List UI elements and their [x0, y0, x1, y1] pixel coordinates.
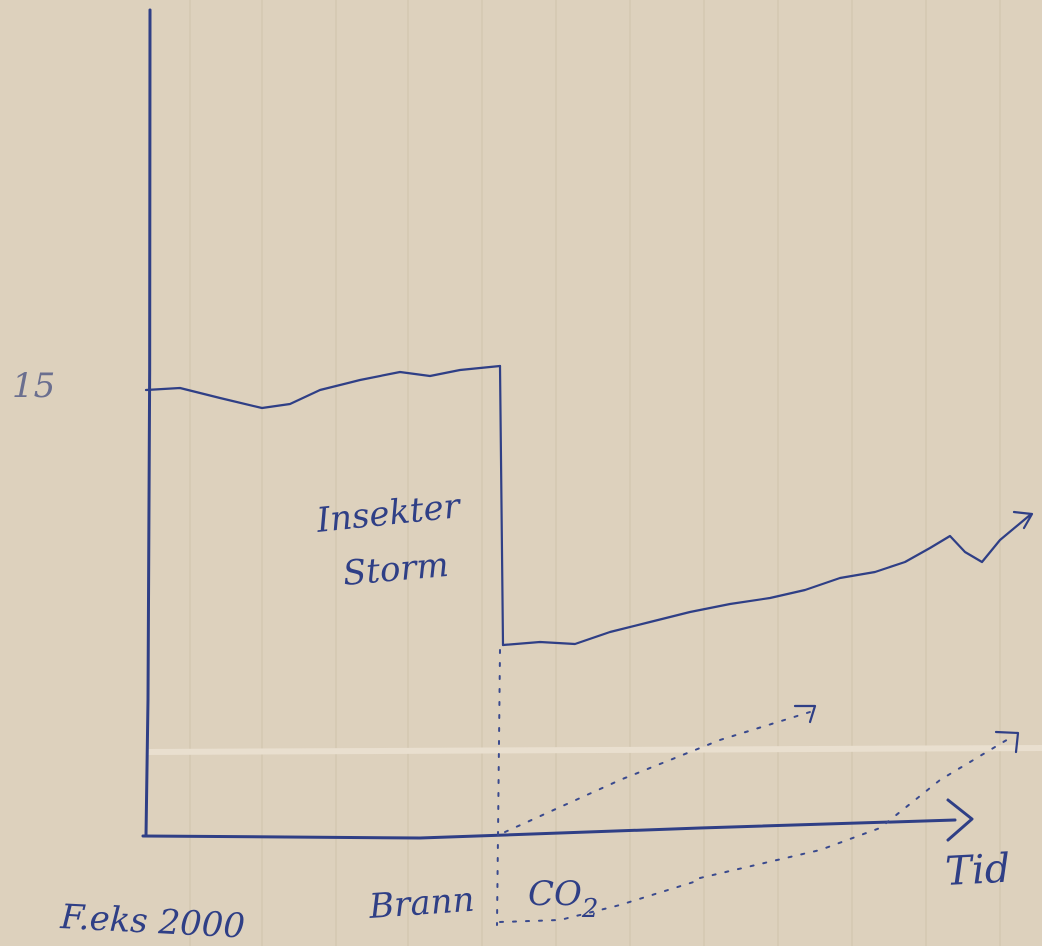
x-axis-label: Tid — [944, 846, 1011, 895]
x-axis-line — [141, 818, 957, 840]
disturbance-drop-line — [498, 364, 505, 647]
scenario-arrow-co2 — [499, 879, 701, 923]
x-axis-arrowhead — [946, 798, 974, 842]
x-label-co2-prefix: CO — [528, 874, 582, 914]
event-dotted-line — [496, 649, 501, 926]
x-label-co2-subscript: 2 — [581, 894, 599, 924]
annotation-storm: Storm — [341, 545, 450, 594]
paper-lines — [189, 0, 1001, 946]
x-label-start: F.eks 2000 — [59, 897, 246, 946]
level-curve-before — [144, 364, 502, 410]
y-axis-line — [144, 8, 152, 838]
recovery-curve — [501, 513, 1032, 647]
scenario-arrow-upper — [504, 711, 811, 833]
x-label-co2: CO2 — [528, 874, 598, 924]
paper-fold — [147, 745, 1042, 755]
scenario-arrow-upper-head — [793, 704, 817, 724]
y-tick-label: 15 — [12, 366, 55, 406]
x-label-event: Brann — [367, 880, 476, 927]
scenario-arrow-middle-head — [994, 730, 1020, 754]
recovery-arrowhead — [1012, 510, 1034, 530]
